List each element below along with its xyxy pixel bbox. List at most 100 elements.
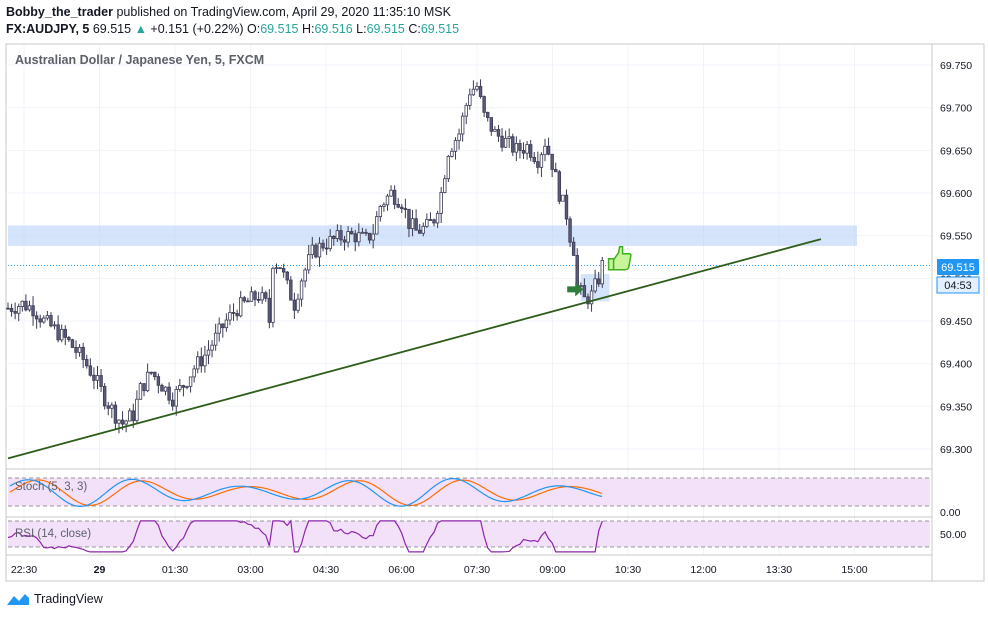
candle-body — [17, 306, 21, 314]
candle-body — [145, 371, 150, 392]
stoch-band — [8, 478, 930, 506]
candle-body — [181, 385, 186, 388]
countdown-tag — [936, 276, 980, 294]
buy-arrow-icon[interactable] — [567, 282, 584, 297]
candle-body — [421, 225, 425, 234]
candle-body — [70, 339, 75, 348]
candle-body — [314, 244, 318, 258]
candle-body — [382, 204, 386, 207]
candle-body — [124, 420, 128, 425]
candle-body — [174, 389, 178, 407]
candle-body — [371, 233, 375, 241]
candle-body — [375, 216, 379, 235]
stoch-k-line — [9, 478, 603, 508]
candle-body — [317, 242, 322, 258]
candle-body — [568, 218, 572, 243]
candle-body — [292, 299, 297, 311]
published-info: published on TradingView.com, April 29, … — [116, 5, 451, 19]
candle-body — [475, 86, 479, 90]
candle-body — [489, 117, 493, 132]
support-zone[interactable] — [8, 225, 857, 246]
candle-body — [256, 299, 261, 301]
time-tick-label: 06:00 — [388, 564, 414, 576]
candle-body — [403, 208, 408, 210]
candle-body — [400, 206, 404, 209]
up-arrow-icon: ▲ — [134, 22, 147, 36]
candle-body — [99, 375, 103, 387]
low-label: L: — [356, 22, 367, 36]
candle-body — [210, 344, 214, 351]
countdown-tag-label: 04:53 — [944, 280, 972, 292]
candle-body — [428, 219, 433, 221]
price-change: +0.151 (+0.22%) — [150, 22, 244, 36]
candle-body — [246, 300, 250, 303]
close-value: 69.515 — [420, 22, 460, 36]
candle-body — [493, 129, 497, 132]
time-tick-label: 29 — [94, 564, 106, 576]
tradingview-brand: TradingView — [34, 592, 103, 606]
candle-body — [88, 365, 93, 376]
candle-body — [163, 386, 168, 392]
candle-body — [432, 219, 436, 224]
candle-body — [367, 232, 372, 241]
candle-body — [332, 236, 336, 239]
price-tick-label: 69.350 — [940, 401, 972, 413]
candle-body — [528, 144, 533, 158]
candle-body — [532, 156, 536, 163]
candle-body — [52, 324, 57, 327]
stoch-d-line — [9, 479, 603, 507]
candle-body — [6, 307, 10, 310]
price-tick-label: 69.750 — [940, 60, 972, 72]
open-label: O: — [247, 22, 261, 36]
stoch-title: Stoch (5, 3, 3) — [15, 481, 87, 493]
candle-body — [464, 105, 468, 117]
candle-body — [378, 206, 383, 218]
candle-body — [478, 86, 483, 97]
candle-body — [503, 138, 508, 148]
time-tick-label: 07:30 — [464, 564, 490, 576]
candle-body — [579, 285, 583, 287]
open-value: 69.515 — [260, 22, 299, 36]
author-name[interactable]: Bobby_the_trader — [6, 5, 113, 19]
high-label: H: — [301, 22, 315, 36]
candle-body — [357, 232, 361, 243]
time-tick-label: 13:30 — [766, 564, 792, 576]
candle-body — [34, 315, 39, 320]
candle-body — [586, 296, 590, 305]
candle-body — [260, 292, 264, 301]
candle-body — [575, 255, 579, 287]
candle-body — [299, 280, 304, 300]
publisher-line: Bobby_the_trader published on TradingVie… — [6, 4, 451, 21]
candle-body — [507, 136, 511, 139]
candle-body — [285, 271, 289, 281]
candle-body — [249, 291, 254, 302]
symbol-label: FX:AUDJPY, 5 — [6, 22, 90, 36]
candle-body — [274, 267, 279, 270]
candle-body — [203, 354, 207, 367]
candle-body — [242, 297, 246, 302]
candle-body — [131, 410, 135, 422]
candle-body — [217, 323, 221, 334]
candle-body — [95, 375, 100, 381]
candle-body — [135, 398, 139, 422]
candle-body — [571, 241, 576, 256]
candle-body — [117, 419, 121, 424]
candle-body — [346, 231, 350, 243]
trendline[interactable] — [7, 238, 822, 460]
candle-body — [24, 300, 28, 311]
candle-body — [564, 194, 569, 220]
candle-body — [407, 208, 411, 229]
price-tick-label: 69.300 — [940, 444, 972, 456]
candle-body — [328, 236, 332, 249]
candles — [6, 79, 604, 434]
candle-body — [149, 371, 153, 374]
tradingview-footer[interactable]: TradingView — [6, 592, 103, 606]
thumbs-up-icon[interactable] — [607, 245, 632, 271]
candle-body — [45, 315, 50, 319]
candle-body — [267, 297, 272, 323]
candle-body — [192, 368, 196, 378]
candle-body — [63, 328, 67, 338]
candle-body — [439, 192, 443, 214]
candle-body — [20, 300, 25, 307]
